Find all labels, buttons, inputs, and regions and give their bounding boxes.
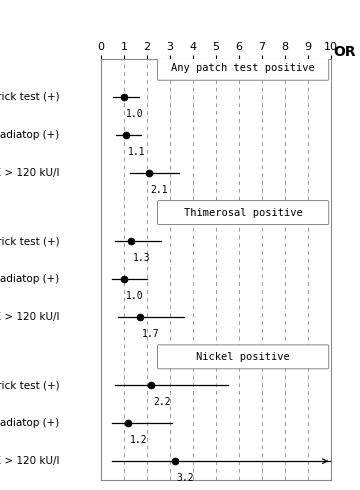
Text: IgE > 120 kU/l: IgE > 120 kU/l (0, 168, 59, 178)
Text: 1.0: 1.0 (125, 109, 143, 119)
Text: Prick test (+): Prick test (+) (0, 92, 59, 102)
Text: Prick test (+): Prick test (+) (0, 380, 59, 391)
Text: IgE > 120 kU/l: IgE > 120 kU/l (0, 456, 59, 466)
Text: 1.2: 1.2 (130, 436, 148, 445)
Text: OR: OR (333, 45, 356, 59)
FancyBboxPatch shape (157, 345, 329, 369)
Text: IgE > 120 kU/l: IgE > 120 kU/l (0, 312, 59, 322)
Text: 1.7: 1.7 (141, 329, 159, 339)
Text: Prick test (+): Prick test (+) (0, 236, 59, 246)
Text: Thimerosal positive: Thimerosal positive (184, 208, 302, 218)
Text: Nickel positive: Nickel positive (196, 352, 290, 362)
Text: 1.3: 1.3 (132, 253, 150, 263)
FancyBboxPatch shape (157, 56, 329, 80)
Text: 2.1: 2.1 (151, 185, 168, 195)
Text: Phadiatop (+): Phadiatop (+) (0, 274, 59, 284)
Text: Phadiatop (+): Phadiatop (+) (0, 130, 59, 140)
Text: 3.2: 3.2 (176, 473, 194, 483)
Text: Any patch test positive: Any patch test positive (171, 63, 315, 74)
Text: Phadiatop (+): Phadiatop (+) (0, 418, 59, 428)
Text: 2.2: 2.2 (153, 397, 171, 408)
Text: 1.0: 1.0 (125, 291, 143, 301)
FancyBboxPatch shape (157, 200, 329, 224)
Text: 1.1: 1.1 (128, 147, 145, 157)
